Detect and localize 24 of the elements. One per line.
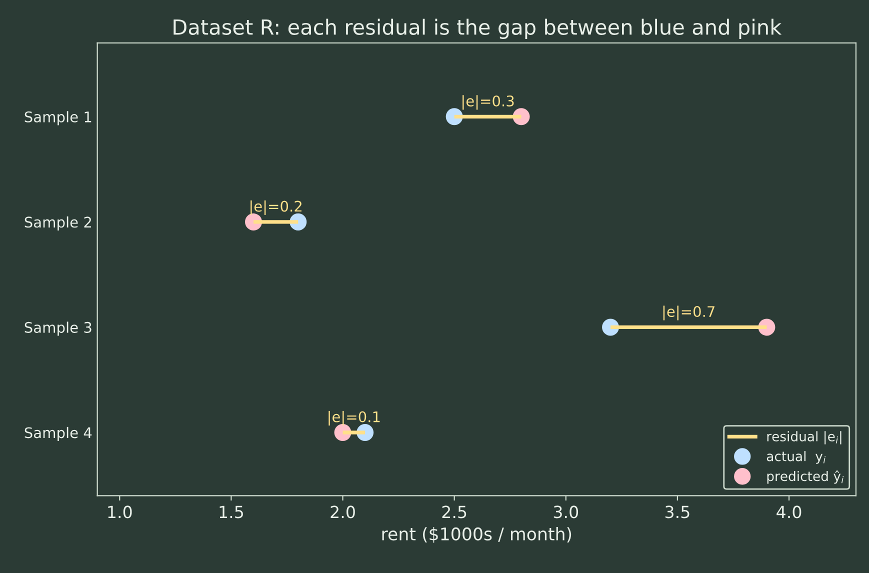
data-label: |e|=0.3 — [462, 95, 514, 110]
x-tick-label: 2.5 — [442, 506, 466, 518]
bar — [610, 325, 767, 330]
chart-title: Dataset R: each residual is the gap between blue and pink — [174, 18, 782, 39]
x-tick-label: 2.0 — [330, 506, 355, 518]
y-tick-label: Sample 4 — [24, 426, 92, 442]
x-tick-label: 1.5 — [220, 506, 244, 518]
data-label: |e|=0.7 — [663, 306, 714, 320]
legend-label: residual |e$_{i}$| — [767, 431, 842, 444]
x-axis-title: rent ($1000s / month) — [382, 527, 572, 543]
bar — [254, 220, 298, 224]
x-tick-label: 3.0 — [554, 506, 578, 518]
data-label: |e|=0.2 — [250, 200, 302, 215]
legend-label: actual y$_{i}$ — [766, 451, 826, 464]
legend-label: predicted ŷ$_{i}$ — [767, 470, 844, 484]
x-tick-label: 4.0 — [776, 506, 802, 518]
x-tick-label: 3.5 — [665, 506, 690, 518]
x-tick-label: 1.0 — [108, 506, 132, 518]
y-tick-label: Sample 1 — [24, 111, 92, 126]
y-tick-label: Sample 2 — [24, 216, 92, 231]
data-label: |e|=0.1 — [328, 410, 380, 426]
y-tick-label: Sample 3 — [24, 322, 92, 336]
bar — [454, 114, 522, 119]
bar — [342, 430, 366, 434]
